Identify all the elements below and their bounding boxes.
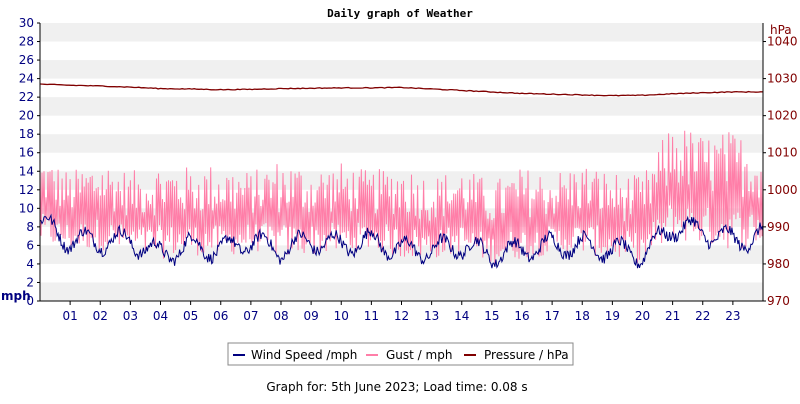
y-right-unit-label: hPa <box>770 23 792 37</box>
chart-footer: Graph for: 5th June 2023; Load time: 0.0… <box>266 380 527 394</box>
x-tick-label: 16 <box>514 309 529 323</box>
y-left-unit-label: mph <box>1 289 31 303</box>
y-left-tick-label: 2 <box>26 275 34 289</box>
y-left-tick-label: 14 <box>19 164 34 178</box>
x-tick-label: 23 <box>725 309 740 323</box>
y-right-tick-label: 1000 <box>767 183 798 197</box>
y-left-tick-label: 18 <box>19 127 34 141</box>
x-tick-label: 06 <box>213 309 228 323</box>
grid-bands <box>40 23 763 301</box>
x-tick-label: 10 <box>334 309 349 323</box>
x-tick-label: 13 <box>424 309 439 323</box>
x-tick-label: 04 <box>153 309 168 323</box>
series-line-pressure <box>39 83 764 97</box>
x-tick-label: 08 <box>273 309 288 323</box>
grid-band <box>40 60 763 79</box>
x-tick-label: 02 <box>93 309 108 323</box>
x-tick-label: 12 <box>394 309 409 323</box>
y-left-tick-label: 26 <box>19 53 34 67</box>
y-right-tick-label: 980 <box>767 257 790 271</box>
x-tick-label: 17 <box>544 309 559 323</box>
y-right-tick-label: 1010 <box>767 146 798 160</box>
x-tick-label: 19 <box>605 309 620 323</box>
x-tick-label: 11 <box>364 309 379 323</box>
series-line-wind <box>39 213 764 269</box>
y-right-tick-label: 1040 <box>767 35 798 49</box>
axes: 0246810121416182022242628309709809901000… <box>19 16 798 323</box>
legend-label-gust: Gust / mph <box>386 348 452 362</box>
y-right-tick-label: 990 <box>767 220 790 234</box>
grid-band <box>40 245 763 264</box>
y-right-tick-label: 970 <box>767 294 790 308</box>
grid-band <box>40 23 763 42</box>
x-tick-label: 03 <box>123 309 138 323</box>
legend-label-wind: Wind Speed /mph <box>251 348 357 362</box>
x-tick-label: 15 <box>484 309 499 323</box>
x-tick-label: 20 <box>635 309 650 323</box>
y-left-tick-label: 16 <box>19 146 34 160</box>
grid-band <box>40 97 763 116</box>
y-left-tick-label: 20 <box>19 109 34 123</box>
x-tick-label: 18 <box>575 309 590 323</box>
legend: Wind Speed /mph Gust / mph Pressure / hP… <box>227 342 574 366</box>
x-tick-label: 21 <box>665 309 680 323</box>
grid-band <box>40 134 763 153</box>
y-left-tick-label: 24 <box>19 72 34 86</box>
legend-box <box>227 342 574 366</box>
x-tick-label: 05 <box>183 309 198 323</box>
y-left-tick-label: 0 <box>26 294 34 308</box>
legend-label-pressure: Pressure / hPa <box>484 348 569 362</box>
y-left-tick-label: 22 <box>19 90 34 104</box>
x-tick-label: 09 <box>303 309 318 323</box>
y-left-tick-label: 6 <box>26 238 34 252</box>
grid-band <box>40 282 763 301</box>
y-right-tick-label: 1030 <box>767 72 798 86</box>
chart-title: Daily graph of Weather <box>327 7 473 20</box>
y-left-tick-label: 28 <box>19 35 34 49</box>
x-tick-label: 01 <box>62 309 77 323</box>
y-left-tick-label: 12 <box>19 183 34 197</box>
y-right-tick-label: 1020 <box>767 109 798 123</box>
x-tick-label: 14 <box>454 309 469 323</box>
x-tick-label: 22 <box>695 309 710 323</box>
x-tick-label: 07 <box>243 309 258 323</box>
y-left-tick-label: 10 <box>19 201 34 215</box>
y-left-tick-label: 8 <box>26 220 34 234</box>
series-line-gust <box>39 130 764 264</box>
series-layer <box>39 83 764 269</box>
y-left-tick-label: 4 <box>26 257 34 271</box>
y-left-tick-label: 30 <box>19 16 34 30</box>
